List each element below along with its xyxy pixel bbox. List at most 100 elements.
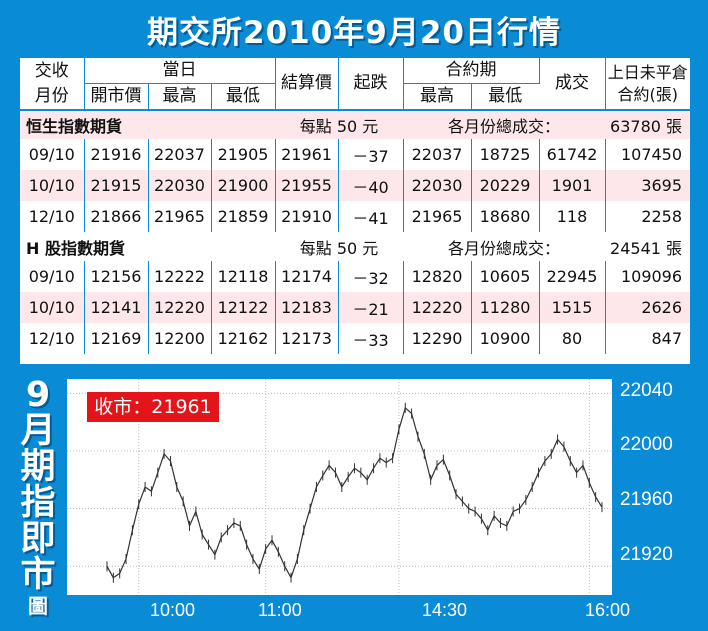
header-contract-low: 最低 [471,83,540,110]
header-month-line1: 交收 [34,60,69,81]
cell-contract-low: 18680 [471,201,540,232]
header-contract-high: 最高 [403,83,472,110]
cell-settle: 21961 [275,139,339,170]
table-row: 09/10 12156 12222 12118 12174 －32 12820 … [20,261,690,292]
cell-high: 22030 [148,170,212,201]
cell-month: 09/10 [20,261,85,292]
x-tick-label: 16:00 [585,600,631,620]
side-title-char: 即 [20,519,56,559]
cell-month: 09/10 [20,139,85,170]
cell-open: 21915 [84,170,149,201]
cell-open: 12156 [84,261,149,292]
cell-contract-high: 12220 [403,292,472,323]
cell-month: 10/10 [20,292,85,323]
cell-contract-high: 22030 [403,170,472,201]
cell-contract-low: 10605 [471,261,540,292]
table-row: 09/10 21916 22037 21905 21961 －37 22037 … [20,139,690,170]
cell-contract-low: 18725 [471,139,540,170]
cell-volume: 1515 [539,292,606,323]
side-title-char: 9 [25,375,51,415]
cell-high: 21965 [148,201,212,232]
section-total-value: 63780 張 [605,110,691,139]
cell-contract-high: 12820 [403,261,472,292]
cell-volume: 1901 [539,170,606,201]
cell-contract-high: 21965 [403,201,472,232]
cell-contract-high: 22037 [403,139,472,170]
cell-contract-low: 11280 [471,292,540,323]
header-low: 最低 [211,83,276,110]
cell-open: 21916 [84,139,149,170]
cell-change: －40 [338,170,404,201]
cell-open-interest: 109096 [620,267,683,286]
cell-month: 10/10 [20,170,85,201]
cell-volume: 80 [539,323,606,354]
x-tick-label: 11:00 [258,600,302,620]
section-name: 恒生指數期貨 [20,110,276,139]
page-title: 期交所2010年9月20日行情 [147,14,561,51]
table-row: 12/10 21866 21965 21859 21910 －41 21965 … [20,201,690,232]
side-title-char: 市 [20,555,56,595]
cell-contract-low: 20229 [471,170,540,201]
cell-open-interest: 2258 [641,207,683,226]
cell-change: －33 [338,323,404,354]
side-title-char: 期 [20,447,56,487]
section-total-label: 各月份總成交： [403,232,606,261]
x-tick-label: 14:30 [422,600,468,620]
header-open: 開市價 [84,83,149,110]
y-tick-label: 22040 [620,380,673,401]
header-open-interest: 上日未平倉 合約(張) [605,58,690,110]
header-high: 最高 [148,83,212,110]
cell-contract-low: 10900 [471,323,540,354]
cell-open-interest: 2626 [605,292,691,323]
cell-open: 12141 [84,292,149,323]
cell-settle: 12183 [275,292,339,323]
cell-open-interest: 107450 [620,145,683,164]
side-title-char: 月 [20,411,56,451]
section-per-point: 每點 50 元 [275,110,404,139]
header-oi-line2: 合約(張) [617,84,679,104]
cell-month: 12/10 [20,201,85,232]
table-row: 10/10 21915 22030 21900 21955 －40 22030 … [20,170,691,201]
y-tick-label: 21920 [620,544,673,565]
header-contract-group: 合約期 [403,58,540,84]
cell-volume: 22945 [539,261,606,292]
cell-low: 12122 [211,292,276,323]
header-day-group: 當日 [84,58,276,84]
cell-settle: 21910 [275,201,339,232]
header-volume: 成交 [539,58,606,110]
y-tick-label: 22000 [620,434,673,455]
chart-side-title: 9 月 期 指 即 市 圖 [14,378,62,618]
header-oi-line1: 上日未平倉 [607,62,688,82]
cell-contract-high: 12290 [403,323,472,354]
cell-low: 21905 [211,139,276,170]
header-month: 交收 月份 [20,58,85,110]
cell-month: 12/10 [20,323,85,354]
cell-open-interest: 3695 [605,170,691,201]
y-tick-label: 21960 [620,489,673,510]
cell-open: 12169 [84,323,149,354]
cell-high: 22037 [148,139,212,170]
section-row: 恒生指數期貨 每點 50 元 各月份總成交： 63780 張 [20,110,691,139]
quotes-table-panel: 交收 月份 當日 結算價 起跌 合約期 成交 上日未平倉 合約(張) 開市價 最高 … [20,58,691,364]
cell-low: 12162 [211,323,276,354]
table-row: 12/10 12169 12200 12162 12173 －33 12290 … [20,323,690,354]
cell-change: －32 [338,261,404,292]
close-price-badge: 收市：21961 [87,392,219,422]
section-total-label: 各月份總成交： [403,110,606,139]
side-title-char: 圖 [28,594,48,618]
header-settle: 結算價 [275,58,339,110]
header-change: 起跌 [338,58,404,110]
cell-settle: 21955 [275,170,339,201]
cell-low: 21859 [211,201,276,232]
cell-open: 21866 [84,201,149,232]
series-line [106,406,603,580]
x-tick-label: 10:00 [150,600,196,620]
cell-volume: 118 [539,201,606,232]
cell-change: －41 [338,201,404,232]
cell-open-interest: 847 [651,329,683,348]
cell-settle: 12174 [275,261,339,292]
section-per-point: 每點 50 元 [275,232,404,261]
table-row: 10/10 12141 12220 12122 12183 －21 12220 … [20,292,691,323]
cell-high: 12222 [148,261,212,292]
cell-settle: 12173 [275,323,339,354]
